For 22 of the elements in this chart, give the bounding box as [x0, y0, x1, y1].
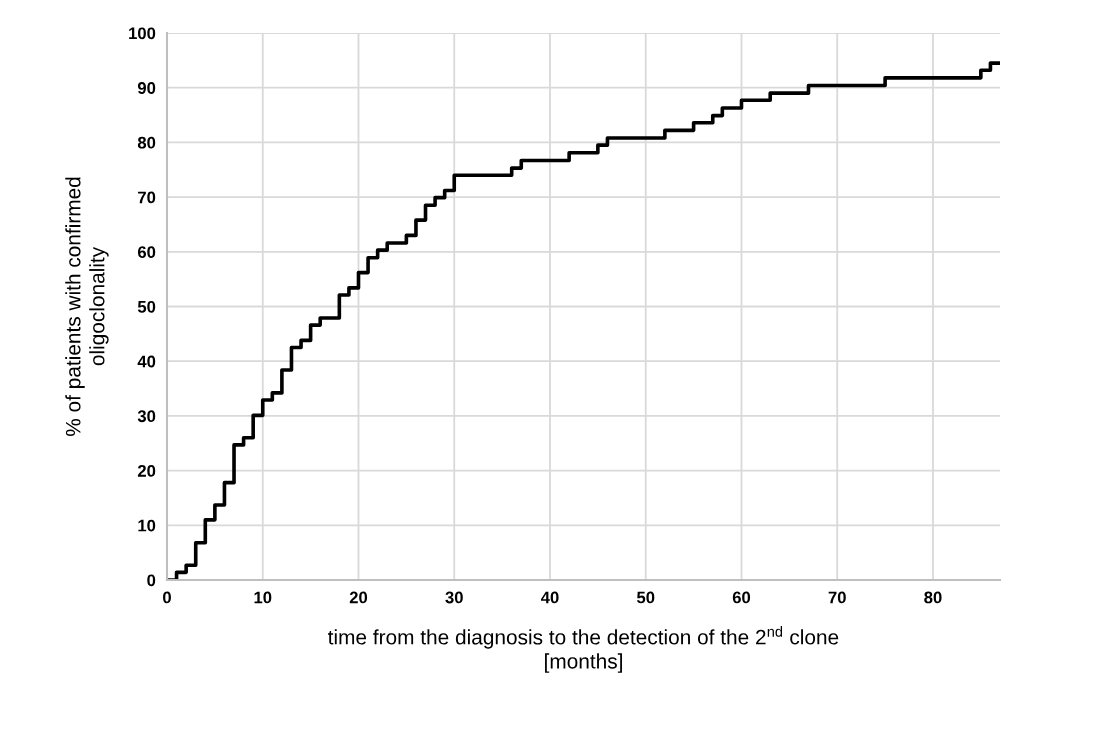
- y-tick-label: 10: [138, 519, 156, 532]
- y-tick-label: 70: [138, 191, 156, 204]
- y-tick-label: 0: [147, 574, 156, 587]
- x-tick-label: 10: [254, 591, 272, 604]
- y-tick-label: 30: [137, 410, 156, 423]
- x-tick-label: 40: [540, 591, 559, 604]
- y-tick-label: 100: [129, 27, 156, 40]
- x-tick-label: 70: [828, 591, 846, 604]
- y-axis-title: % of patients with confirmed oligoclonality: [65, 177, 109, 437]
- x-tick-label: 80: [924, 591, 942, 604]
- x-tick-label: 50: [636, 591, 655, 604]
- y-tick-label: 40: [137, 355, 156, 368]
- x-tick-label: 0: [163, 591, 171, 604]
- y-tick-label: 60: [137, 246, 156, 258]
- y-tick-label: 50: [137, 300, 156, 313]
- x-tick-label: 20: [349, 591, 368, 604]
- text: time from the diagnosis to the detection of the 2$^{nd}$ clone [months]: [327, 626, 839, 673]
- x-tick-label: 60: [732, 591, 751, 604]
- y-tick-label: 20: [137, 465, 156, 477]
- y-tick-label: 80: [137, 136, 156, 149]
- y-tick-label: 90: [137, 82, 156, 94]
- x-tick-label: 30: [445, 591, 463, 604]
